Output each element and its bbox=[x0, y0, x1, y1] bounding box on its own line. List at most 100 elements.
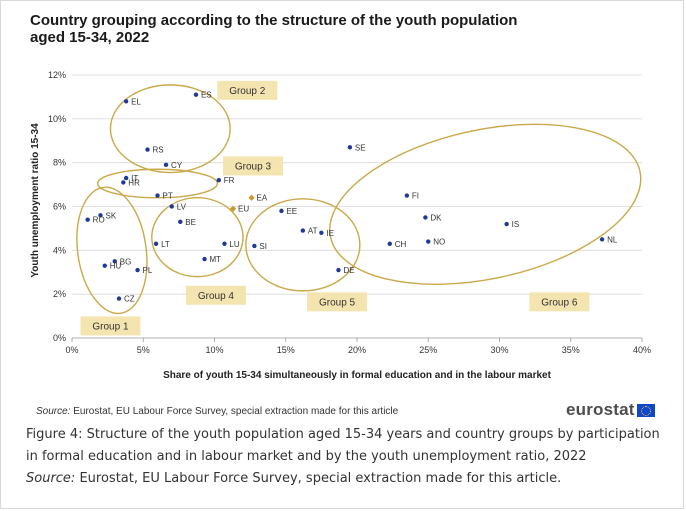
data-point bbox=[426, 239, 431, 244]
group-ellipse bbox=[245, 198, 361, 292]
point-label: SI bbox=[259, 242, 267, 251]
point-label: MT bbox=[210, 255, 222, 264]
data-point bbox=[599, 237, 605, 242]
point-label: IE bbox=[326, 229, 334, 238]
x-tick-label: 25% bbox=[419, 345, 437, 355]
point-label: LU bbox=[229, 240, 239, 249]
data-point bbox=[155, 193, 160, 198]
group-label: Group 4 bbox=[198, 291, 235, 302]
data-point bbox=[387, 241, 392, 246]
x-axis-title: Share of youth 15-34 simultaneously in f… bbox=[163, 370, 552, 381]
caption-text: Figure 4: Structure of the youth populat… bbox=[26, 427, 660, 464]
data-point bbox=[404, 193, 410, 198]
point-label: FR bbox=[224, 176, 235, 185]
group-label: Group 6 bbox=[541, 297, 578, 308]
group-label-box bbox=[217, 80, 278, 100]
y-tick-label: 0% bbox=[53, 333, 66, 343]
data-point bbox=[153, 241, 159, 246]
data-point bbox=[300, 228, 306, 233]
point-label: PL bbox=[143, 266, 153, 275]
source-text: Eurostat, EU Labour Force Survey, specia… bbox=[73, 406, 399, 417]
group-label: Group 2 bbox=[229, 86, 266, 97]
group-ellipse bbox=[76, 186, 148, 315]
x-tick-label: 35% bbox=[562, 345, 580, 355]
point-label: BG bbox=[120, 257, 132, 266]
y-tick-label: 10% bbox=[48, 114, 66, 124]
group-label-box bbox=[185, 285, 246, 305]
caption-source-label: Source: bbox=[26, 471, 76, 486]
group-label: Group 5 bbox=[319, 297, 356, 308]
data-point bbox=[135, 267, 140, 273]
data-point bbox=[116, 296, 122, 301]
x-tick-label: 40% bbox=[633, 345, 651, 355]
data-point bbox=[121, 180, 126, 185]
data-point bbox=[504, 221, 509, 227]
data-point bbox=[85, 217, 90, 222]
point-label: RS bbox=[153, 146, 164, 155]
group-label: Group 1 bbox=[92, 321, 129, 332]
chart-title: Country grouping according to the struct… bbox=[30, 12, 518, 46]
caption-source: Source: Eurostat, EU Labour Force Survey… bbox=[26, 468, 666, 490]
x-tick-label: 20% bbox=[348, 345, 366, 355]
point-label: LT bbox=[161, 240, 170, 249]
point-label: EA bbox=[257, 194, 268, 203]
point-label: AT bbox=[308, 227, 318, 236]
point-label: EE bbox=[286, 207, 297, 216]
data-point bbox=[112, 259, 117, 264]
x-tick-label: 0% bbox=[65, 345, 78, 355]
aggregate-point bbox=[248, 194, 255, 201]
point-label: CH bbox=[395, 240, 407, 249]
data-point bbox=[279, 208, 284, 214]
point-label: HU bbox=[110, 262, 122, 271]
data-point bbox=[202, 256, 207, 262]
group-label-box bbox=[222, 156, 283, 176]
eurostat-logo: eurostat bbox=[566, 400, 655, 420]
x-tick-label: 15% bbox=[277, 345, 295, 355]
caption-source-text: Eurostat, EU Labour Force Survey, specia… bbox=[79, 471, 562, 486]
point-label: DK bbox=[430, 213, 442, 222]
data-point bbox=[222, 241, 227, 246]
source-label: Source: bbox=[36, 406, 71, 417]
y-tick-label: 4% bbox=[53, 245, 66, 255]
point-label: EL bbox=[131, 97, 141, 106]
point-label: HR bbox=[128, 178, 140, 187]
data-point bbox=[145, 147, 150, 152]
group-ellipse bbox=[109, 84, 231, 174]
point-label: LV bbox=[177, 203, 187, 212]
point-label: ES bbox=[201, 91, 212, 100]
point-label: FI bbox=[412, 192, 419, 201]
group-label-box bbox=[80, 316, 141, 336]
data-point bbox=[336, 267, 341, 273]
data-point bbox=[98, 213, 103, 218]
y-tick-label: 12% bbox=[48, 70, 66, 80]
point-label: EU bbox=[238, 205, 249, 214]
data-point bbox=[102, 263, 107, 268]
figure-caption: Figure 4: Structure of the youth populat… bbox=[26, 424, 666, 490]
point-label: CZ bbox=[124, 295, 135, 304]
scatter-chart: 0% 2% 4% 6% 8% 10% 12% 0% 5% 10% 15% 20% 25% 30% 35% 40… bbox=[30, 70, 651, 381]
data-point bbox=[347, 145, 353, 150]
point-label: CY bbox=[171, 161, 183, 170]
point-label: BE bbox=[185, 218, 196, 227]
point-label: RO bbox=[93, 216, 105, 225]
y-tick-label: 2% bbox=[53, 289, 66, 299]
data-point bbox=[319, 230, 324, 235]
data-point bbox=[216, 178, 221, 183]
data-point bbox=[423, 215, 428, 220]
group-ellipse bbox=[329, 123, 642, 285]
data-point bbox=[123, 175, 129, 181]
point-label: IT bbox=[131, 174, 138, 183]
data-point bbox=[163, 162, 169, 168]
x-tick-label: 30% bbox=[490, 345, 508, 355]
data-point bbox=[169, 204, 174, 209]
data-point bbox=[252, 243, 257, 249]
data-point bbox=[123, 99, 129, 104]
data-point bbox=[178, 219, 183, 225]
data-point bbox=[193, 92, 199, 97]
point-label: PT bbox=[163, 192, 173, 201]
x-tick-label: 10% bbox=[205, 345, 223, 355]
chart-source-line: Source: Eurostat, EU Labour Force Survey… bbox=[36, 406, 398, 417]
group-label-box bbox=[529, 292, 590, 312]
y-tick-label: 6% bbox=[53, 202, 66, 212]
point-label: NL bbox=[607, 235, 618, 244]
